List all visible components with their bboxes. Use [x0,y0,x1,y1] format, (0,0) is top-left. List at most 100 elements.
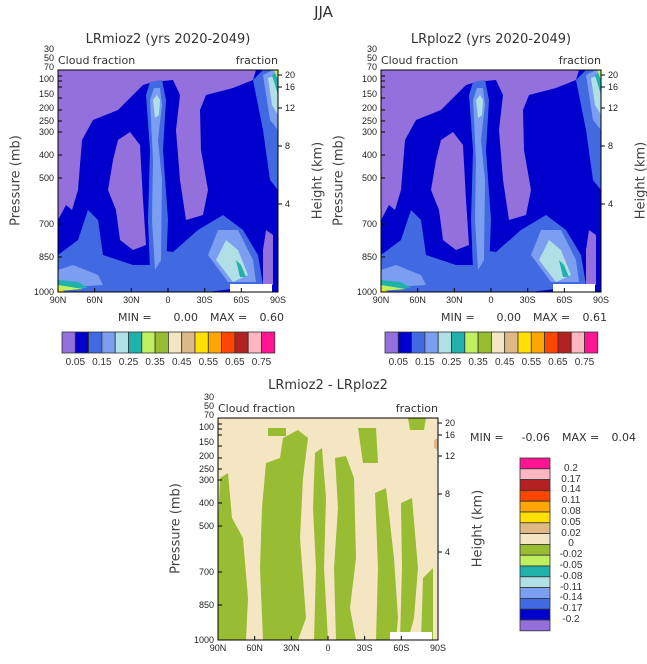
panel3-colorbar-label: -0.17 [559,603,583,615]
colorbar-swatch [437,331,452,354]
contour-neg-0.02-0 [421,568,433,640]
panel1-x-tick-label: 0 [165,295,171,305]
panel1-y-tick-label: 300 [38,127,54,137]
panel3-colorbar-label: -0.02 [559,549,583,561]
panel1-min-label: MIN = [118,311,152,324]
panel1-x-tick-label: 90N [49,295,67,305]
colorbar-swatch [384,331,399,354]
colorbar-swatch [101,331,116,354]
contour-0.30-0.35 [381,285,406,291]
missing-data-region [553,284,595,292]
colorbar-swatch [519,500,551,513]
panel2-colorbar-label: 0.55 [521,357,542,368]
panel1-y-right-tick-label: 20 [285,70,296,80]
panel3-y-right-tick-label: 12 [445,451,456,461]
contour-neg-0.02-0 [408,418,426,430]
panel3-x-tick-label: 0 [325,643,331,653]
contour-neg-0.02-0 [313,448,328,640]
colorbar-swatch [519,457,551,470]
panel3-y-axis-label: Pressure (mb) [168,483,184,574]
panel1-left-string: Cloud fraction [58,54,136,67]
contour-0.02-0.05 [434,438,438,450]
contour-0.25-0.30 [559,260,569,277]
panel1-y-right-axis-label: Height (km) [310,141,326,220]
missing-data-region [230,284,272,292]
panel2-min-label: MIN = [441,311,475,324]
panel3-colorbar-label: 0.14 [561,484,581,496]
panel2-y-tick-label: 300 [361,127,377,137]
panel1-y-axis-label: Pressure (mb) [8,135,24,226]
figure-title: JJA [314,3,333,21]
panel2-y-right-tick-label: 20 [608,70,619,80]
colorbar-swatch [61,331,76,354]
panel3-colorbar-label: 0.11 [561,495,581,507]
panel3-colorbar-label: -0.11 [559,581,583,593]
panel1-y-right-tick-label: 8 [285,141,291,151]
panel1-x-tick-label: 30S [196,295,213,305]
panel3-y-tick-label: 70 [203,410,214,420]
panel2-y-right-tick-label: 16 [608,82,619,92]
panel2-colorbar-label: 0.25 [441,357,462,368]
colorbar-swatch [519,544,551,556]
panel3-colorbar-label: 0.17 [561,473,581,485]
colorbar-swatch [247,331,262,354]
contour-neg-0.02-0 [375,488,398,640]
panel1-y-tick-label: 700 [38,219,54,229]
colorbar-swatch [519,554,551,567]
colorbar-swatch [424,331,439,354]
panel2-min-value: 0.00 [496,311,522,324]
panel3-x-tick-label: 90S [429,643,446,653]
colorbar-swatch [519,597,551,610]
panel3-min-value: -0.06 [521,431,550,444]
contour-neg-0.02-0 [400,498,418,640]
panel3-x-tick-label: 90N [209,643,227,653]
panel2-x-tick-label: 0 [488,295,494,305]
contour-below-0.05 [586,230,596,285]
colorbar-swatch [517,331,532,354]
contour-0.30-0.35 [597,70,601,80]
panel3-colorbar-label: -0.14 [559,592,583,604]
panel1-y-tick-label: 100 [38,74,54,84]
panel1-max-value: 0.60 [259,311,285,324]
contour-neg-0.02-0 [268,428,286,436]
contour-below-0.05 [263,230,273,285]
panel3-max-label: MAX = [562,431,600,444]
colorbar-swatch [477,331,492,354]
panel2-plot-area [380,69,605,293]
panel2-y-tick-label: 1000 [356,287,377,297]
panel3-plot-area [217,417,442,641]
panel1-plot-area [57,69,282,293]
panel2-colorbar-label: 0.35 [468,357,488,368]
panel3-y-tick-label: 400 [198,498,214,508]
panel1-colorbar-label: 0.55 [198,357,219,368]
panel2-x-tick-label: 30S [519,295,536,305]
colorbar-swatch [530,331,546,354]
colorbar-swatch [168,331,183,354]
contour-0.25-0.30 [272,72,278,95]
contour-0.25-0.30 [595,72,601,95]
colorbar-swatch [141,331,156,354]
colorbar-swatch [411,331,426,354]
panel3-y-tick-label: 50 [203,401,214,411]
panel1-y-tick-label: 400 [38,150,54,160]
panel3-x-tick-label: 60N [246,643,263,653]
panel2-y-tick-label: 30 [366,44,377,54]
colorbar-swatch [261,331,276,354]
panel2-left-string: Cloud fraction [381,54,459,67]
colorbar-swatch [519,565,551,578]
colorbar-swatch [128,331,143,354]
colorbar-swatch [557,331,572,354]
contour-0.15-0.20 [150,88,162,270]
contour-below-0.05 [108,132,146,250]
panel2-y-right-tick-label: 12 [608,103,619,113]
panel2-y-tick-label: 400 [361,150,377,160]
colorbar-swatch [207,331,223,354]
panel1-y-tick-label: 850 [38,252,54,262]
panel1-y-tick-label: 70 [43,62,54,72]
panel3-colorbar-label: 0 [568,538,574,550]
contour-neg-0.02-0 [260,430,308,640]
panel3-colorbar-label: 0.08 [561,506,581,517]
panel1-y-right-tick-label: 12 [285,103,296,113]
colorbar-swatch [464,331,479,354]
